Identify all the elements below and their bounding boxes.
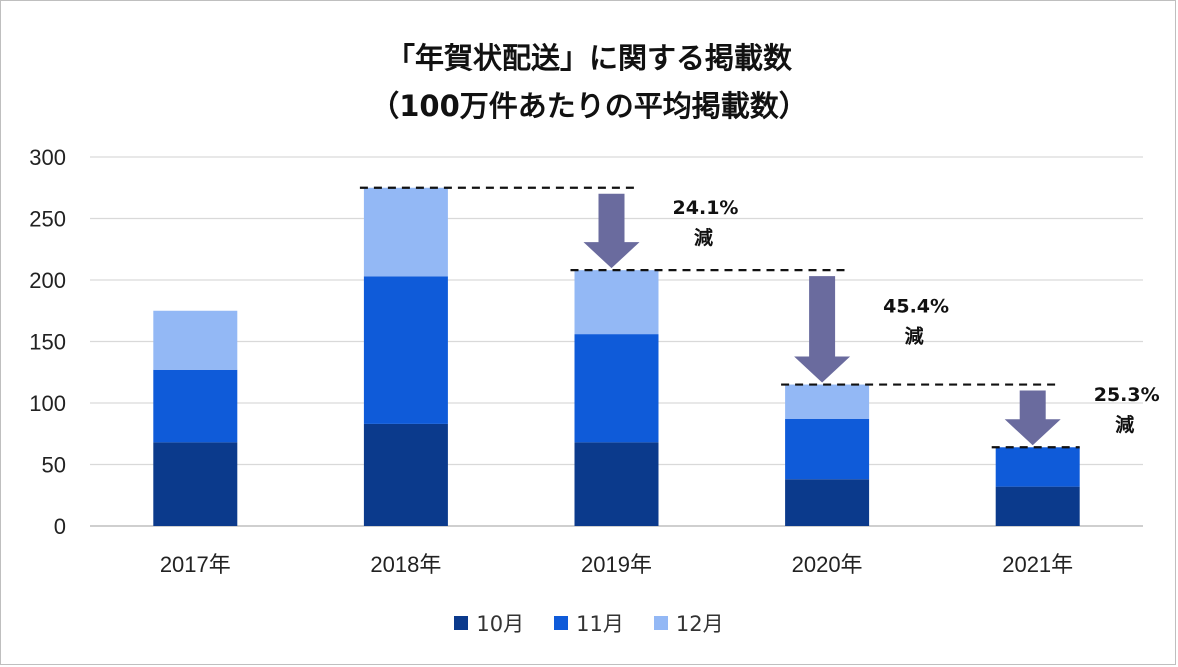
bar-segment: [574, 334, 659, 443]
legend-swatch: [653, 616, 668, 630]
x-axis-ticks: 2017年 2018年 2019年 2020年 2021年: [160, 552, 1073, 577]
y-tick-label: 100: [29, 391, 66, 416]
decrease-annotations: 24.1% 減 45.4% 減 25.3% 減: [359, 186, 1160, 449]
bar-segment: [363, 187, 448, 277]
bar-segment: [574, 442, 659, 526]
bar-segment: [363, 276, 448, 424]
bar-segment: [153, 442, 238, 526]
y-tick-label: 250: [29, 207, 66, 232]
y-tick-label: 200: [29, 268, 66, 293]
down-arrow-icon: [794, 276, 851, 383]
bar-segment: [995, 447, 1080, 487]
legend-item: 10月: [454, 608, 524, 638]
down-arrow-icon: [1004, 390, 1061, 446]
legend-item: 12月: [653, 608, 724, 638]
x-tick-label: 2021年: [1002, 552, 1073, 577]
legend-label: 12月: [675, 612, 724, 636]
x-tick-label: 2020年: [792, 552, 863, 577]
decrease-word-label: 減: [694, 226, 713, 249]
y-tick-label: 0: [54, 514, 66, 539]
x-tick-label: 2018年: [370, 552, 441, 577]
x-tick-label: 2019年: [581, 552, 652, 577]
legend-swatch: [554, 616, 569, 630]
decrease-percent-label: 45.4%: [883, 295, 949, 317]
chart-title-line1: 「年賀状配送」に関する掲載数: [385, 41, 792, 75]
bar-segment: [574, 270, 659, 335]
bar-segment: [153, 369, 238, 443]
legend-label: 10月: [476, 612, 525, 636]
y-axis-ticks: 0 50 100 150 200 250 300: [29, 145, 66, 539]
x-tick-label: 2017年: [160, 552, 231, 577]
y-tick-label: 150: [29, 330, 66, 355]
bar-segment: [785, 384, 870, 419]
bar-segment: [363, 423, 448, 526]
decrease-word-label: 減: [905, 324, 924, 347]
bar-segment: [153, 310, 238, 370]
down-arrow-icon: [583, 193, 640, 269]
y-tick-label: 300: [29, 145, 66, 170]
legend-label: 11月: [576, 612, 624, 636]
decrease-word-label: 減: [1115, 413, 1134, 436]
legend-swatch: [454, 616, 469, 630]
chart-title-line2: （100万件あたりの平均掲載数）: [370, 89, 808, 123]
bar-segment: [785, 418, 870, 480]
bar-segment: [785, 479, 870, 526]
legend-item: 11月: [554, 608, 624, 638]
y-tick-label: 50: [42, 453, 66, 478]
legend: 10月 11月 12月: [0, 608, 1178, 638]
bars: [153, 187, 1080, 526]
bar-segment: [995, 486, 1080, 526]
decrease-percent-label: 24.1%: [673, 197, 739, 219]
decrease-percent-label: 25.3%: [1094, 384, 1160, 406]
